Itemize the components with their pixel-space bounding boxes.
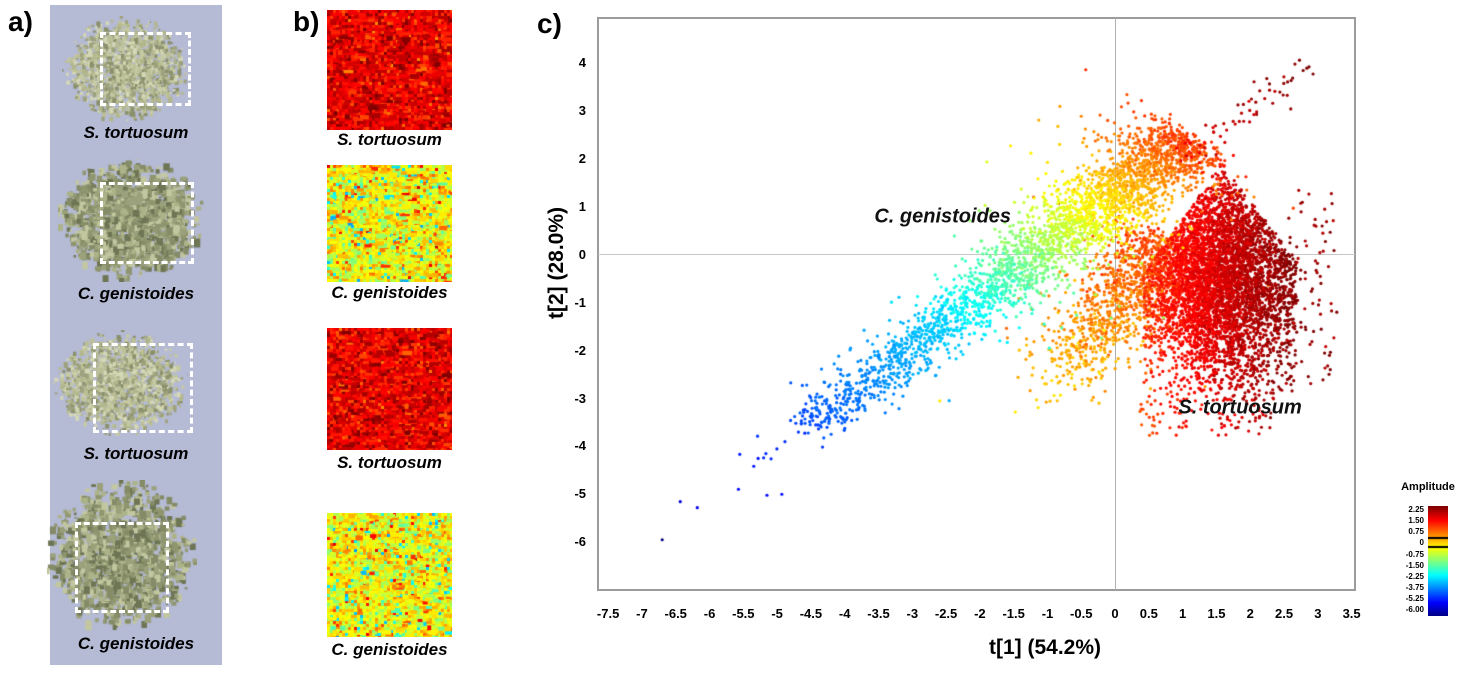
x-tick-label: 2 [1246, 606, 1254, 621]
x-axis-title: t[1] (54.2%) [988, 636, 1102, 659]
x-tick-label: -7 [636, 606, 648, 621]
colorbar-tick-label: -2.25 [1405, 571, 1424, 581]
x-tick-label: -1.5 [1002, 606, 1025, 621]
cluster-label-c-genistoides: C. genistoides [874, 205, 1012, 228]
pca-scatter-canvas [598, 18, 1355, 590]
panel-a-label: a) [8, 6, 33, 37]
colorbar-tick-label: 2.25 [1408, 505, 1424, 514]
x-tick-label: -4.5 [799, 606, 823, 621]
heatmap-caption: S. tortuosum [337, 453, 442, 472]
x-tick-label: 1 [1179, 606, 1187, 621]
heatmap-c-genistoides-2 [327, 513, 452, 637]
y-tick-label: -5 [574, 486, 586, 502]
colorbar-tick-label: -3.75 [1405, 583, 1424, 593]
roi-box [100, 32, 191, 106]
x-tick-label: -1 [1041, 606, 1054, 621]
y-tick-label: 2 [578, 151, 586, 167]
colorbar-tick-label: 1.50 [1408, 516, 1424, 526]
y-tick-label: 1 [578, 199, 586, 215]
sample-caption: S. tortuosum [83, 123, 189, 142]
heatmap-c-genistoides-1 [327, 165, 452, 282]
x-tick-label: -3 [906, 606, 919, 621]
x-tick-label: 0 [1111, 606, 1119, 621]
roi-box [93, 343, 193, 433]
y-tick-label: 0 [578, 246, 586, 262]
x-tick-label: -0.5 [1070, 606, 1093, 621]
sample-photo-c-genistoides-2 [47, 480, 197, 632]
x-tick-label: -2 [974, 606, 986, 621]
x-tick-label: -3.5 [867, 606, 890, 621]
x-tick-label: -6.5 [664, 606, 687, 621]
heatmap-caption: C. genistoides [331, 283, 448, 302]
x-tick-label: 3.5 [1342, 606, 1361, 621]
heatmap-caption: C. genistoides [331, 640, 448, 659]
y-tick-label: -4 [574, 438, 586, 454]
x-tick-label: 0.5 [1139, 606, 1158, 621]
colorbar-tick-label: -6.00 [1405, 605, 1424, 615]
colorbar-tick-label: -1.50 [1405, 560, 1424, 570]
colorbar-gradient [1428, 506, 1448, 616]
y-tick-label: -3 [574, 390, 586, 406]
x-tick-label: -7.5 [596, 606, 620, 621]
sample-caption: C. genistoides [77, 284, 195, 303]
x-tick-label: 2.5 [1274, 606, 1294, 621]
panel-b-label: b) [293, 6, 320, 37]
sample-photo-s-tortuosum-2 [52, 330, 188, 436]
roi-box [75, 522, 169, 613]
y-tick-label: -2 [574, 342, 586, 358]
sample-caption: C. genistoides [77, 634, 195, 653]
colorbar-tick-label: 0.75 [1408, 527, 1424, 537]
panel-c-label: c) [537, 8, 562, 39]
cluster-label-s-tortuosum: S. tortuosum [1178, 396, 1302, 419]
y-tick-label: -1 [574, 294, 586, 310]
sample-caption: S. tortuosum [83, 444, 189, 463]
colorbar-tick-label: -0.75 [1405, 549, 1424, 559]
x-tick-label: 1.5 [1207, 606, 1226, 621]
x-tick-label: 3 [1314, 606, 1322, 621]
x-tick-label: -5 [771, 606, 783, 621]
heatmap-s-tortuosum-1 [327, 10, 452, 130]
y-tick-label: 3 [578, 103, 586, 119]
x-tick-label: -4 [838, 606, 851, 621]
heatmap-s-tortuosum-2 [327, 328, 452, 450]
roi-box [100, 182, 194, 264]
y-tick-label: -6 [574, 534, 586, 550]
colorbar-title: Amplitude [1401, 481, 1455, 493]
x-tick-label: -6 [703, 606, 716, 621]
heatmap-caption: S. tortuosum [337, 130, 442, 149]
y-tick-label: 4 [578, 55, 586, 71]
colorbar-tick-label: 0 [1419, 538, 1424, 548]
colorbar-tick-label: -5.25 [1405, 594, 1424, 604]
x-tick-label: -2.5 [934, 606, 958, 621]
x-tick-label: -5.5 [732, 606, 755, 621]
